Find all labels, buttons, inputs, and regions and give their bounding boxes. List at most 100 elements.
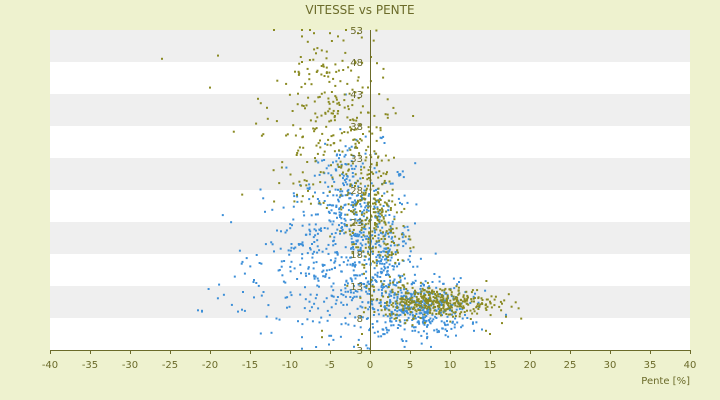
data-point-blue [474,292,476,295]
data-point-olive [431,300,434,303]
data-point-blue [327,243,330,246]
data-point-blue [401,311,404,314]
data-point-olive [330,40,333,42]
data-point-olive [343,93,346,96]
data-point-olive [396,249,399,252]
data-point-blue [429,317,432,320]
data-point-blue [382,314,385,317]
data-point-olive [330,112,333,115]
data-point-blue [364,206,367,209]
data-point-blue [339,214,342,217]
data-point-olive [481,299,484,301]
data-point-olive [387,199,390,202]
data-point-blue [422,317,425,320]
data-point-blue [326,309,329,312]
data-point-blue [328,212,331,214]
data-point-blue [314,223,317,226]
data-point-blue [349,289,352,292]
data-point-olive [387,232,389,235]
data-point-olive [379,199,382,201]
data-point-blue [290,246,293,249]
data-point-blue [197,309,199,312]
data-point-blue [413,295,416,298]
data-point-olive [328,71,331,74]
data-point-olive [339,230,342,233]
data-point-blue [340,194,343,197]
data-point-olive [448,306,451,309]
data-point-blue [323,200,326,202]
data-point-olive [458,305,461,308]
data-point-blue [311,252,314,255]
data-point-olive [377,250,380,253]
data-point-blue [345,177,348,180]
data-point-blue [312,261,315,264]
data-point-blue [373,290,375,293]
data-point-blue [368,236,370,239]
data-point-blue [414,222,416,225]
data-point-olive [500,309,503,312]
y-tick-label: 23 [350,218,363,229]
data-point-blue [338,157,340,160]
data-point-blue [397,274,400,277]
data-point-olive [421,296,423,299]
data-point-blue [426,312,429,315]
data-point-olive [433,296,436,299]
data-point-blue [395,306,398,309]
data-point-blue [327,164,330,167]
data-point-blue [379,270,382,273]
data-point-blue [393,265,396,268]
data-point-blue [387,221,390,224]
data-point-olive [388,180,391,183]
data-point-olive [373,227,376,230]
data-point-olive [356,202,358,205]
data-point-olive [405,295,408,298]
data-point-blue [380,294,383,297]
data-point-blue [243,272,246,275]
data-point-blue [383,265,386,268]
data-point-blue [259,332,262,335]
data-point-olive [354,173,357,176]
data-point-olive [371,294,374,297]
data-point-olive [363,264,366,267]
data-point-blue [361,306,364,309]
data-point-blue [338,224,340,227]
data-point-olive [489,302,492,305]
y-tick-label: 3 [357,346,363,357]
data-point-olive [333,119,336,122]
data-point-olive [466,294,469,297]
data-point-olive [350,153,353,156]
data-point-blue [413,326,415,329]
data-point-olive [391,288,394,291]
data-point-blue [259,188,262,191]
data-point-olive [440,299,443,302]
data-point-blue [410,295,413,298]
data-point-blue [271,243,274,246]
data-point-blue [316,277,319,280]
data-point-blue [363,235,366,238]
data-point-olive [438,306,441,309]
data-point-olive [296,103,299,106]
data-point-olive [427,298,430,301]
data-point-olive [449,302,452,305]
data-point-olive [322,63,325,66]
data-point-olive [413,314,416,317]
data-point-olive [361,223,364,226]
data-point-olive [402,298,405,301]
data-point-blue [388,231,391,234]
data-point-blue [301,257,304,260]
data-point-blue [423,292,426,295]
data-point-blue [433,329,436,332]
data-point-blue [350,145,353,148]
data-point-olive [350,69,353,72]
data-point-olive [397,251,399,254]
data-point-blue [262,291,265,293]
data-point-blue [271,208,274,211]
data-point-olive [437,295,440,298]
data-point-olive [450,291,453,294]
data-point-blue [397,314,400,317]
data-point-blue [328,268,331,271]
data-point-blue [472,321,474,324]
data-point-blue [435,286,438,289]
data-point-olive [377,210,380,213]
